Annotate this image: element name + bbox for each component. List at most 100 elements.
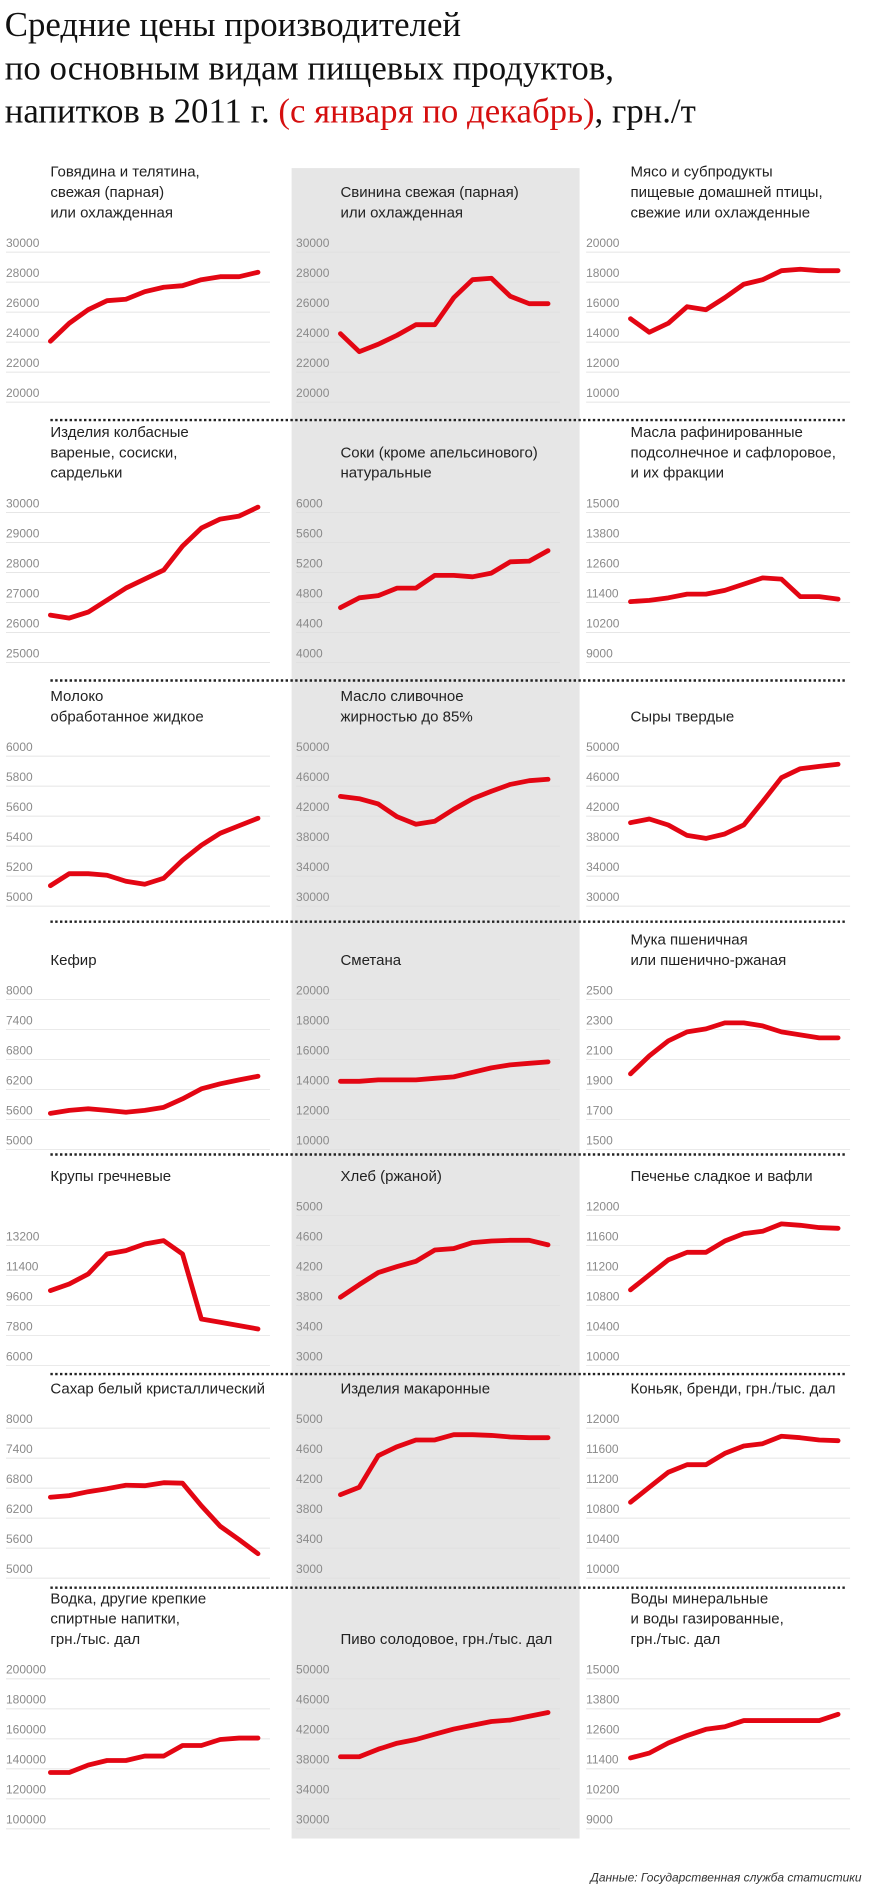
y-tick-label: 5000	[6, 1562, 33, 1576]
y-tick-label: 10000	[586, 1349, 620, 1363]
y-tick-label: 30000	[296, 236, 330, 250]
chart-title-line: Хлеб (ржаной)	[340, 1168, 441, 1185]
y-tick-label: 20000	[296, 983, 330, 997]
y-tick-label: 22000	[296, 356, 330, 370]
price-line	[628, 761, 841, 841]
header-title-line: напитков в 2011 г. (с января по декабрь)…	[5, 92, 696, 131]
y-tick-label: 22000	[6, 356, 40, 370]
y-tick-label: 14000	[296, 1073, 330, 1087]
chart-title-line: Свинина свежая (парная)	[340, 184, 518, 201]
chart-title-line: Соки (кроме апельсинового)	[340, 444, 537, 461]
price-line	[338, 776, 551, 827]
y-tick-label: 11400	[586, 586, 619, 600]
y-tick-label: 20000	[6, 386, 40, 400]
y-tick-label: 12600	[586, 1723, 620, 1737]
header-title-line: напитков в 2011 г.	[5, 92, 270, 131]
chart-title-line: Воды минеральные	[630, 1590, 768, 1607]
y-tick-label: 6200	[6, 1073, 33, 1087]
y-tick-label: 5600	[6, 1532, 33, 1546]
y-tick-label: 3000	[296, 1349, 323, 1363]
y-tick-label: 2100	[586, 1043, 613, 1057]
header-highlight: (с января по декабрь)	[278, 92, 594, 131]
y-tick-label: 26000	[296, 296, 330, 310]
y-tick-label: 27000	[6, 586, 40, 600]
chart-title-line: Молоко	[50, 688, 103, 705]
y-tick-label: 15000	[586, 496, 620, 510]
chart-title-line: спиртные напитки,	[50, 1611, 180, 1628]
y-tick-label: 5200	[6, 860, 33, 874]
price-line	[338, 1710, 551, 1760]
row-separators	[50, 418, 848, 1589]
y-tick-label: 10200	[586, 616, 620, 630]
y-tick-label: 5800	[6, 770, 33, 784]
price-line	[48, 269, 261, 344]
y-tick-label: 18000	[296, 1013, 330, 1027]
y-tick-label: 3400	[296, 1532, 323, 1546]
y-tick-label: 24000	[296, 326, 330, 340]
y-tick-label: 4600	[296, 1442, 323, 1456]
y-tick-label: 4400	[296, 616, 323, 630]
y-tick-label: 5600	[6, 1103, 33, 1117]
y-tick-label: 30000	[586, 890, 620, 904]
source-note: Данные: Государственная служба статистик…	[588, 1871, 861, 1885]
y-tick-label: 10200	[586, 1783, 620, 1797]
y-tick-label: 34000	[296, 860, 330, 874]
y-tick-label: 11400	[586, 1753, 619, 1767]
y-tick-label: 42000	[296, 1723, 330, 1737]
price-line	[628, 1020, 841, 1077]
y-tick-label: 30000	[6, 496, 40, 510]
y-tick-label: 11600	[586, 1442, 619, 1456]
y-tick-label: 28000	[6, 556, 40, 570]
y-tick-label: 9000	[586, 1813, 613, 1827]
y-tick-label: 4200	[296, 1472, 323, 1486]
y-tick-label: 5400	[6, 830, 33, 844]
price-line	[48, 1735, 261, 1775]
y-tick-label: 50000	[296, 740, 330, 754]
y-tick-label: 9000	[586, 646, 613, 660]
y-tick-label: 50000	[296, 1663, 330, 1677]
y-tick-label: 12000	[586, 1199, 620, 1213]
chart-title-line: Водка, другие крепкие	[50, 1590, 206, 1607]
y-tick-label: 3000	[296, 1562, 323, 1576]
price-line	[338, 1059, 551, 1084]
chart-title-line: сардельки	[50, 465, 122, 482]
chart-title-line: подсолнечное и сафлоровое,	[630, 444, 835, 461]
y-tick-label: 11400	[6, 1259, 39, 1273]
price-line	[338, 1432, 551, 1498]
y-tick-label: 38000	[296, 830, 330, 844]
y-tick-label: 15000	[586, 1663, 620, 1677]
y-tick-label: 4600	[296, 1229, 323, 1243]
y-tick-label: 4200	[296, 1259, 323, 1273]
chart-title-line: грн./тыс. дал	[50, 1631, 140, 1648]
y-tick-label: 3400	[296, 1319, 323, 1333]
y-tick-label: 6000	[6, 740, 33, 754]
y-tick-label: 5600	[6, 800, 33, 814]
y-tick-label: 16000	[296, 1043, 330, 1057]
y-tick-label: 7400	[6, 1442, 33, 1456]
y-tick-label: 24000	[6, 326, 40, 340]
y-tick-label: 42000	[296, 800, 330, 814]
chart-title-line: Говядина и телятина,	[50, 164, 199, 181]
chart-title-line: жирностью до 85%	[340, 708, 472, 725]
price-line	[338, 275, 551, 355]
chart-title-line: Сыры твердые	[630, 708, 734, 725]
y-tick-label: 10000	[296, 1133, 330, 1147]
y-tick-label: 34000	[586, 860, 620, 874]
price-line	[48, 1073, 261, 1116]
y-tick-label: 42000	[586, 800, 620, 814]
y-tick-label: 8000	[6, 1412, 33, 1426]
price-line	[628, 1433, 841, 1505]
y-tick-label: 20000	[296, 386, 330, 400]
y-tick-label: 2300	[586, 1013, 613, 1027]
y-tick-label: 13200	[6, 1229, 40, 1243]
y-tick-label: 3800	[296, 1502, 323, 1516]
y-tick-label: 50000	[586, 740, 620, 754]
header-title-line: по основным видам пищевых продуктов,	[5, 48, 614, 87]
y-tick-label: 6800	[6, 1472, 33, 1486]
y-tick-label: 12000	[586, 1412, 620, 1426]
y-tick-label: 30000	[296, 890, 330, 904]
y-tick-label: 28000	[6, 266, 40, 280]
price-line	[48, 504, 261, 621]
chart-title-line: Печенье сладкое и вафли	[630, 1168, 812, 1185]
y-tick-label: 2500	[586, 983, 613, 997]
